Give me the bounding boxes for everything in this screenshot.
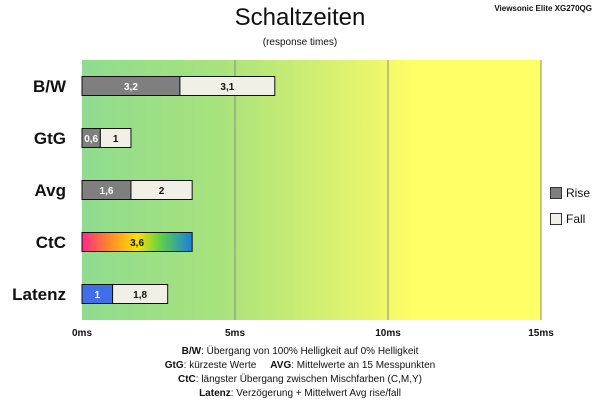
- bar-label-gtg-rise: 0,6: [84, 134, 98, 145]
- note-ctc: CtC: längster Übergang zwischen Mischfar…: [178, 374, 422, 385]
- response-time-chart: 3,2 3,1 0,6 1 1,6 2 3,6 1 1,8 B/W GtG Avg CtC Latenz…: [12, 60, 554, 339]
- bar-label-latenz-rise: 1: [95, 290, 101, 301]
- legend-swatch-rise: [550, 187, 562, 199]
- tick-label-0: 0ms: [72, 328, 92, 339]
- monitor-model: Viewsonic Elite XG270QG: [494, 4, 592, 13]
- tick-label-5: 5ms: [225, 328, 245, 339]
- category-label-b-w: B/W: [33, 77, 67, 96]
- chart-subtitle: (response times): [262, 37, 338, 48]
- tick-label-15: 15ms: [528, 328, 554, 339]
- legend-item-rise: Rise: [550, 180, 590, 206]
- bar-label-avg-rise: 1,6: [100, 186, 114, 197]
- category-label-avg: Avg: [35, 181, 67, 200]
- legend-item-fall: Fall: [550, 206, 590, 232]
- legend-swatch-fall: [550, 213, 562, 225]
- bar-gtg-fall: [99, 128, 132, 148]
- legend-label-rise: Rise: [566, 186, 591, 200]
- chart-notes: B/W: Übergang von 100% Helligkeit auf 0%…: [0, 345, 600, 401]
- category-label-latenz: Latenz: [12, 285, 66, 304]
- legend-label-fall: Fall: [566, 212, 586, 226]
- bar-ctc-rise: [81, 232, 193, 252]
- legend: Rise Fall: [550, 180, 590, 232]
- tick-label-10: 10ms: [375, 328, 401, 339]
- bar-label-ctc-rise: 3,6: [130, 238, 144, 249]
- bar-label-b-w-fall: 3,1: [220, 82, 234, 93]
- note-bw: B/W: Übergang von 100% Helligkeit auf 0%…: [181, 346, 419, 357]
- category-label-ctc: CtC: [36, 233, 66, 252]
- bar-label-b-w-rise: 3,2: [124, 82, 138, 93]
- chart-title: Schaltzeiten: [234, 4, 366, 31]
- bar-avg-fall: [130, 180, 193, 200]
- bar-label-avg-fall: 2: [159, 186, 165, 197]
- bar-b-w-fall: [179, 76, 276, 96]
- category-label-gtg: GtG: [34, 129, 66, 148]
- note-latenz: Latenz: Verzögerung + Mittelwert Avg ris…: [199, 388, 401, 399]
- bar-label-gtg-fall: 1: [113, 134, 119, 145]
- bar-label-latenz-fall: 1,8: [133, 290, 147, 301]
- bar-latenz-fall: [112, 284, 169, 304]
- note-gtg-avg: GtG: kürzeste Werte AVG: Mittelwerte an 1…: [164, 360, 436, 371]
